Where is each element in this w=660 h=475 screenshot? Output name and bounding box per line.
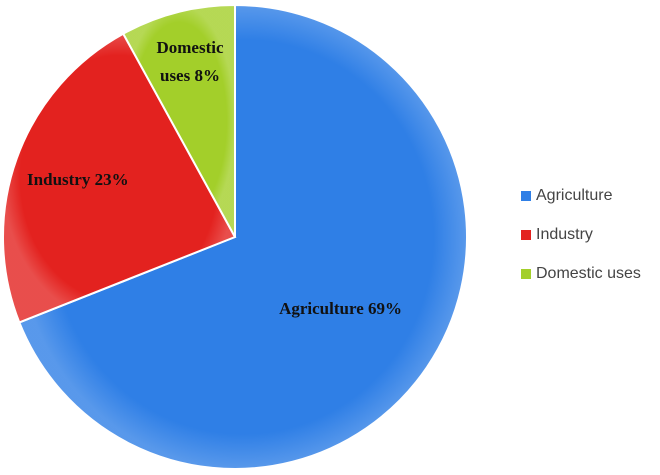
legend-swatch <box>521 269 531 279</box>
pie-slice <box>17 3 468 470</box>
data-label: Industry 23% <box>27 170 129 190</box>
legend-label: Industry <box>536 226 593 243</box>
data-label: Domestic uses 8% <box>156 37 224 85</box>
pie-slice <box>2 32 237 324</box>
legend-swatch <box>521 230 531 240</box>
legend-swatch <box>521 191 531 201</box>
legend-label: Agriculture <box>536 187 613 204</box>
pie-slice <box>121 3 236 238</box>
legend-label: Domestic uses <box>536 265 641 282</box>
data-label: Agriculture 69% <box>279 298 402 318</box>
